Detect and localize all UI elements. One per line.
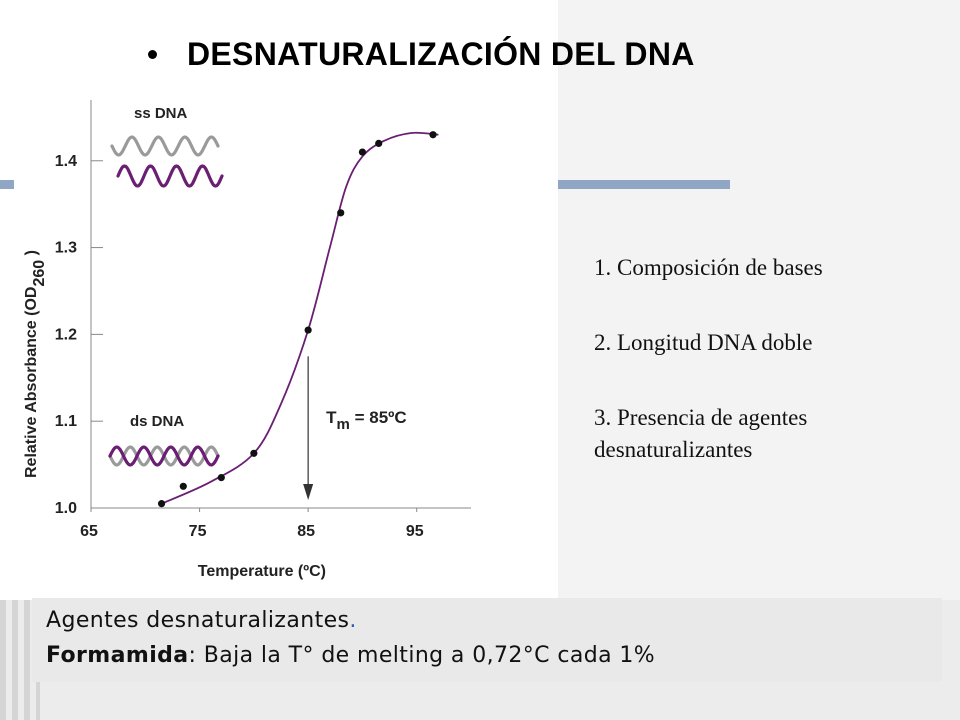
x-tick-label: 95 xyxy=(406,523,424,540)
data-point xyxy=(157,500,166,508)
data-point xyxy=(375,139,383,148)
factor-item-1: 1. Composición de bases xyxy=(594,255,823,280)
footer-box xyxy=(32,598,942,682)
y-tick-label: 1.3 xyxy=(55,240,77,257)
y-tick-label: 1.1 xyxy=(55,413,77,430)
data-point xyxy=(217,474,225,482)
factor-item-2: 2. Longitud DNA doble xyxy=(594,330,813,355)
footer-line-1: Agentes desnaturalizantes. xyxy=(46,608,357,633)
ds-dna-label: ds DNA xyxy=(130,413,184,430)
y-axis-title-subscript: 260 xyxy=(31,260,48,287)
right-panel-background xyxy=(558,0,960,600)
factor-item-3: 3. Presencia de agentes xyxy=(594,405,808,430)
title-row: DESNATURALIZACIÓN DEL DNA xyxy=(148,36,695,73)
data-point xyxy=(358,148,367,156)
ds-dna-strand-purple-icon xyxy=(108,445,220,467)
data-point xyxy=(304,326,312,334)
x-tick-label: 65 xyxy=(80,523,98,540)
melting-curve-chart: 65 75 85 95 1.0 1.1 1.2 1.3 1.4 Temperature (ºC) R… xyxy=(23,100,471,580)
y-tick-label: 1.2 xyxy=(55,326,77,343)
accent-rule-right xyxy=(558,180,730,189)
data-point xyxy=(179,482,187,490)
footer-line-1-text: Agentes desnaturalizantes xyxy=(46,608,350,633)
tm-label-t: T xyxy=(326,408,337,427)
ss-dna-label: ss DNA xyxy=(134,105,188,122)
melting-curve-line xyxy=(161,131,439,505)
x-tick-label: 75 xyxy=(189,523,207,540)
x-tick-label: 85 xyxy=(297,523,315,540)
tm-arrow-head xyxy=(303,484,314,500)
slide-title: DESNATURALIZACIÓN DEL DNA xyxy=(187,36,695,72)
accent-rule-left xyxy=(0,180,14,189)
factor-gap xyxy=(594,359,823,402)
chart-background xyxy=(0,0,558,600)
tm-label-subscript: m xyxy=(337,416,350,433)
data-point xyxy=(337,209,345,217)
data-point xyxy=(250,449,258,457)
tm-label: Tm = 85ºC xyxy=(326,408,407,433)
footer-line-2: Formamida: Baja la T° de melting a 0,72°… xyxy=(46,643,655,668)
ss-dna-strand-purple-icon xyxy=(116,164,224,188)
y-axis-title: Relative Absorbance (OD260 ) xyxy=(23,250,48,478)
factors-list: 1. Composición de bases 2. Longitud DNA … xyxy=(594,252,823,466)
y-tick-label: 1.0 xyxy=(55,500,77,517)
y-axis-title-close: ) xyxy=(23,250,40,260)
x-axis-title: Temperature (ºC) xyxy=(198,563,326,580)
footer-keyword: Formamida xyxy=(46,643,189,668)
y-tick-label: 1.4 xyxy=(55,153,77,170)
data-point xyxy=(429,131,437,139)
factor-gap xyxy=(594,284,823,327)
bullet-icon xyxy=(148,50,157,59)
footer-line-2-text: : Baja la T° de melting a 0,72°C cada 1% xyxy=(188,643,656,668)
tm-label-value: = 85ºC xyxy=(350,408,407,427)
footer-line-1-period: . xyxy=(349,608,357,633)
ss-dna-strand-gray-icon xyxy=(110,135,220,157)
y-axis-title-main: Relative Absorbance (OD xyxy=(23,287,40,478)
factor-item-3-cont: desnaturalizantes xyxy=(594,437,753,462)
